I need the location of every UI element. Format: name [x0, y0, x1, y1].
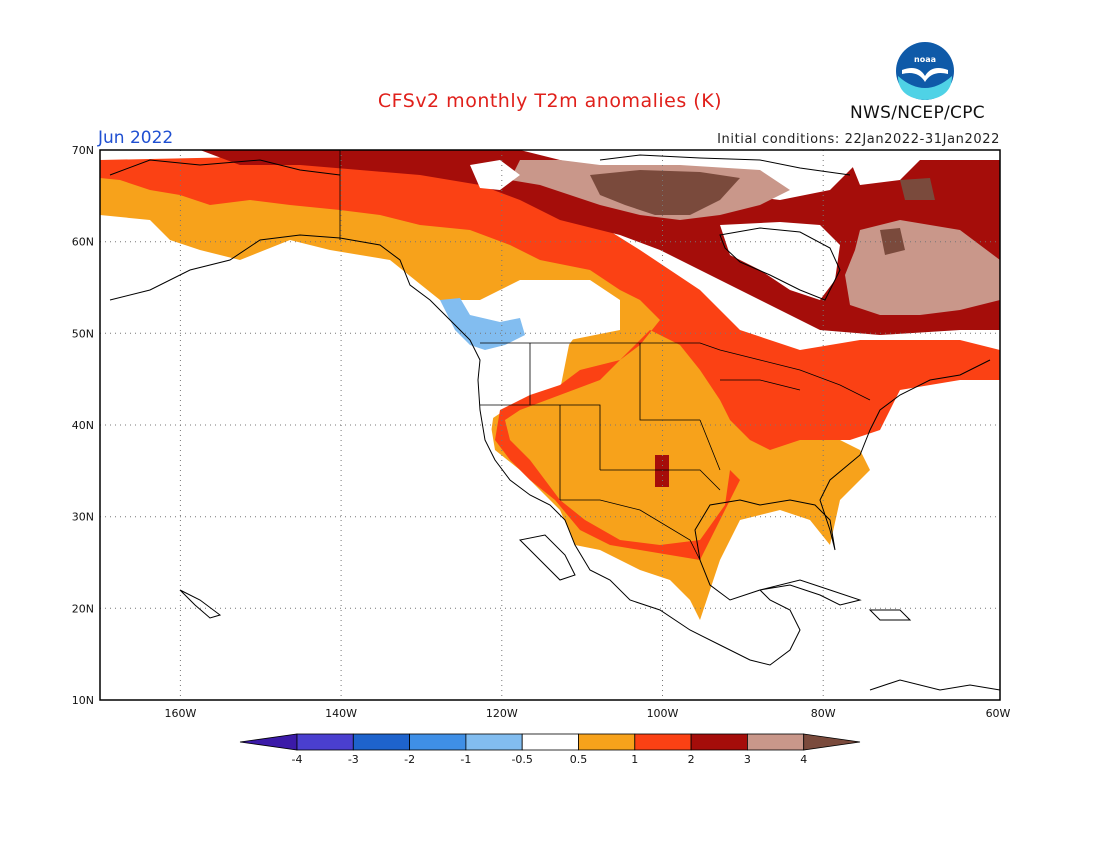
legend-swatch — [465, 733, 523, 751]
legend-swatch — [409, 733, 467, 751]
map-gridlines — [100, 150, 1000, 700]
legend-label: -3 — [348, 753, 359, 766]
legend-swatch — [296, 733, 354, 751]
chart-title: CFSv2 monthly T2m anomalies (K) — [377, 90, 723, 112]
lat-tick-label: 60N — [72, 236, 94, 249]
legend-label: -2 — [404, 753, 415, 766]
anomaly-region-orange — [100, 160, 870, 620]
initial-conditions: Initial conditions: 22Jan2022-31Jan2022 — [717, 132, 1000, 147]
legend-label: 0.5 — [570, 753, 588, 766]
lon-tick-label: 160W — [164, 707, 196, 720]
legend-swatch-above — [803, 733, 861, 751]
legend-swatch — [634, 733, 692, 751]
anomaly-shading — [100, 150, 1000, 620]
lat-tick-label: 10N — [72, 694, 94, 707]
lat-tick-label: 70N — [72, 144, 94, 157]
legend-label: 3 — [744, 753, 751, 766]
legend-label: 2 — [688, 753, 695, 766]
lat-tick-label: 50N — [72, 327, 94, 340]
anomaly-region-light-blue — [440, 298, 525, 350]
legend-label: -4 — [292, 753, 303, 766]
anomaly-region-white-arctic — [470, 160, 920, 190]
lon-tick-label: 140W — [325, 707, 357, 720]
longitude-axis: 160W 140W 120W 100W 80W 60W — [164, 707, 1010, 720]
coastlines — [109, 154, 1001, 691]
political-boundaries — [339, 150, 871, 561]
organization-label: NWS/NCEP/CPC — [850, 103, 985, 123]
noaa-logo-icon: noaa — [896, 42, 954, 100]
anomaly-region-brown-east — [880, 178, 935, 255]
latitude-axis: 70N 60N 50N 40N 30N 20N 10N — [72, 144, 94, 707]
legend-label: 4 — [800, 753, 807, 766]
lat-tick-label: 30N — [72, 511, 94, 524]
lat-tick-label: 20N — [72, 602, 94, 615]
forecast-month: Jun 2022 — [98, 128, 174, 148]
legend-swatch — [747, 733, 805, 751]
lon-tick-label: 80W — [811, 707, 836, 720]
legend-swatch — [352, 733, 410, 751]
anomaly-region-red-orange — [100, 155, 1000, 560]
lon-tick-label: 120W — [486, 707, 518, 720]
legend-swatch — [521, 733, 579, 751]
anomaly-region-brown-north — [590, 170, 740, 215]
logo-text: noaa — [914, 55, 936, 64]
color-legend: -4 -3 -2 -1 -0.5 0.5 1 2 3 4 — [239, 733, 861, 766]
map-frame — [99, 149, 1001, 701]
legend-label: -1 — [460, 753, 471, 766]
legend-label: -0.5 — [511, 753, 532, 766]
lon-tick-label: 100W — [647, 707, 679, 720]
lat-tick-label: 40N — [72, 419, 94, 432]
legend-swatch — [578, 733, 636, 751]
legend-label: 1 — [631, 753, 638, 766]
lon-tick-label: 60W — [986, 707, 1011, 720]
legend-swatch — [690, 733, 748, 751]
legend-swatch-below — [239, 733, 298, 751]
